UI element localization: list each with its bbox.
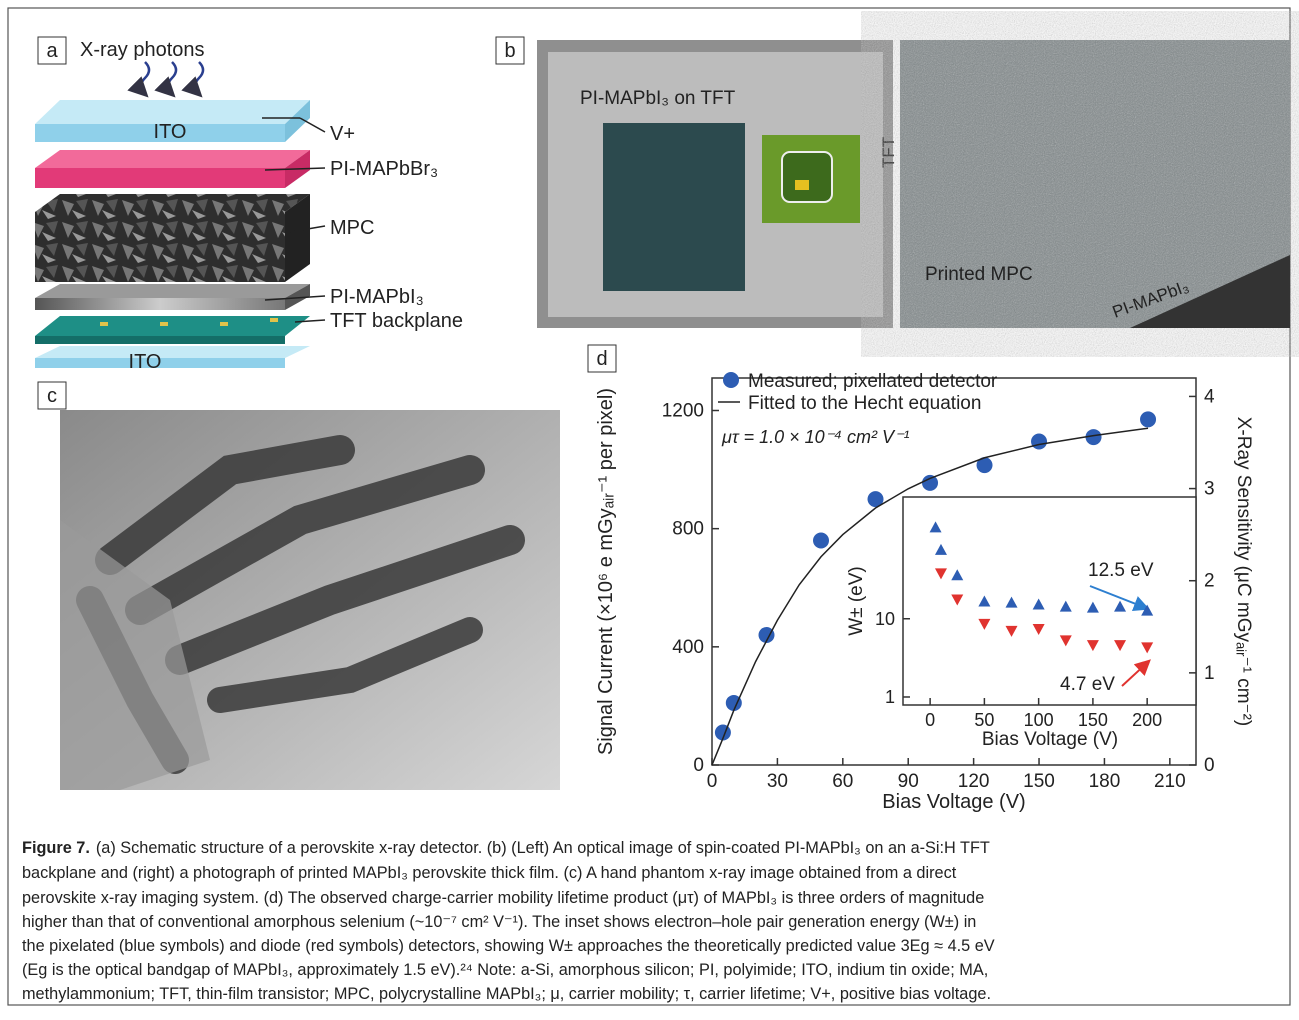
x-tick-label: 60 bbox=[832, 771, 853, 792]
y-tick-label: 800 bbox=[672, 519, 704, 540]
callout: PI-MAPbBr₃ bbox=[330, 158, 438, 180]
annotation: 12.5 eV bbox=[1088, 560, 1154, 581]
caption-line: Figure 7. (a) Schematic structure of a pe… bbox=[22, 839, 990, 857]
caption-line: backplane and (right) a photograph of pr… bbox=[22, 864, 957, 882]
legend-marker bbox=[723, 372, 739, 388]
x-axis-label: Bias Voltage (V) bbox=[982, 729, 1118, 750]
data-point bbox=[1140, 411, 1156, 427]
caption-line: higher than that of conventional amorpho… bbox=[22, 913, 976, 931]
x-tick-label: 150 bbox=[1023, 771, 1055, 792]
photo-b: PI-MAPbI₃ on TFT TFT Printed MPC PI-MAPb… bbox=[537, 40, 1290, 328]
caption-line: perovskite x-ray imaging system. (d) The… bbox=[22, 889, 984, 907]
x-tick-label: 0 bbox=[925, 710, 935, 730]
x-tick-label: 210 bbox=[1154, 771, 1186, 792]
y-tick-label: 0 bbox=[693, 755, 704, 776]
y-tick-label: 400 bbox=[672, 637, 704, 658]
data-point bbox=[1031, 434, 1047, 450]
y-axis-label: Signal Current (×10⁶ e mGyₐᵢᵣ⁻¹ per pixe… bbox=[595, 388, 617, 755]
caption-line: the pixelated (blue symbols) and diode (… bbox=[22, 937, 995, 955]
y-tick-label: 1 bbox=[885, 687, 895, 707]
legend-label: Fitted to the Hecht equation bbox=[748, 393, 981, 414]
panel-label: d bbox=[596, 348, 607, 370]
callout: MPC bbox=[330, 217, 374, 239]
panel-label: a bbox=[46, 40, 58, 62]
callout: V+ bbox=[330, 123, 355, 145]
x-tick-label: 200 bbox=[1132, 710, 1162, 730]
x-tick-label: 90 bbox=[898, 771, 919, 792]
photon-label: X-ray photons bbox=[80, 39, 205, 61]
x-tick-label: 0 bbox=[707, 771, 718, 792]
legend-label: Measured; pixellated detector bbox=[748, 371, 998, 392]
layer-label: ITO bbox=[154, 121, 187, 143]
y-tick-label: 1200 bbox=[662, 400, 704, 421]
x-tick-label: 100 bbox=[1024, 710, 1054, 730]
x-tick-label: 30 bbox=[767, 771, 788, 792]
caption: Figure 7. (a) Schematic structure of a pe… bbox=[22, 839, 995, 1003]
figure: a b c d X-ray photons ITO ITO V+ PI-MAPb… bbox=[0, 0, 1299, 1015]
photo-label: TFT bbox=[879, 137, 898, 168]
layer-label: ITO bbox=[129, 351, 162, 373]
x-tick-label: 120 bbox=[958, 771, 990, 792]
caption-line: (Eg is the optical bandgap of MAPbI₃, ap… bbox=[22, 961, 988, 979]
caption-text: (a) Schematic structure of a perovskite … bbox=[96, 839, 990, 857]
x-axis-label: Bias Voltage (V) bbox=[882, 791, 1025, 813]
y2-axis-label: X-Ray Sensitivity (μC mGyₐᵢᵣ⁻¹ cm⁻²) bbox=[1233, 417, 1254, 727]
y2-tick-label: 2 bbox=[1204, 571, 1215, 592]
x-tick-label: 150 bbox=[1078, 710, 1108, 730]
schematic: X-ray photons ITO ITO V+ PI-MAPbBr₃ MPC … bbox=[35, 39, 463, 373]
caption-line: methylammonium; TFT, thin-film transisto… bbox=[22, 985, 991, 1003]
inset-frame bbox=[903, 497, 1196, 705]
annotation: 4.7 eV bbox=[1060, 674, 1115, 695]
photo-label: PI-MAPbI₃ on TFT bbox=[580, 88, 736, 109]
y2-tick-label: 4 bbox=[1204, 386, 1215, 407]
data-point bbox=[922, 475, 938, 491]
y2-tick-label: 1 bbox=[1204, 663, 1215, 684]
y-axis-label: W± (eV) bbox=[846, 566, 867, 636]
callout: TFT backplane bbox=[330, 310, 463, 332]
y-tick-label: 10 bbox=[875, 609, 895, 629]
caption-label: Figure 7. bbox=[22, 839, 90, 857]
photo-label: Printed MPC bbox=[925, 264, 1033, 285]
annotation: μτ = 1.0 × 10⁻⁴ cm² V⁻¹ bbox=[721, 427, 909, 447]
y2-tick-label: 0 bbox=[1204, 755, 1215, 776]
panel-label: b bbox=[504, 40, 515, 62]
callout: PI-MAPbI₃ bbox=[330, 286, 424, 308]
x-tick-label: 180 bbox=[1089, 771, 1121, 792]
y2-tick-label: 3 bbox=[1204, 479, 1215, 500]
xray-image bbox=[60, 410, 560, 790]
panel-label: c bbox=[47, 385, 57, 407]
data-point bbox=[813, 532, 829, 548]
x-tick-label: 50 bbox=[974, 710, 994, 730]
